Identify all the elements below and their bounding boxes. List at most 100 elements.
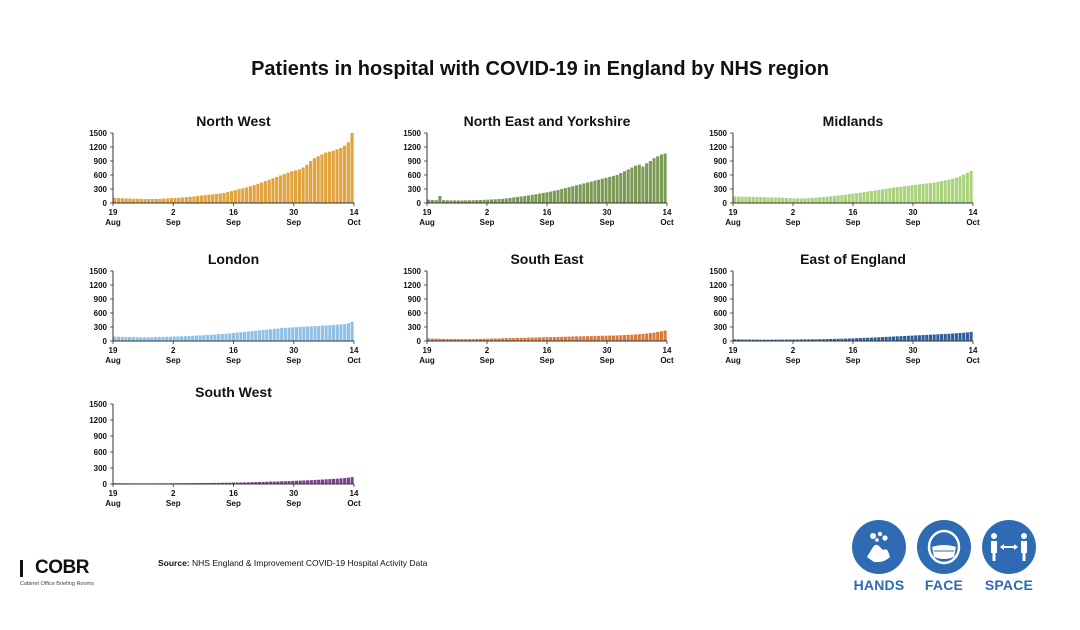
- bar: [825, 196, 829, 203]
- bar: [339, 478, 343, 484]
- bar: [781, 339, 785, 341]
- slogan-hands: HANDS: [850, 520, 908, 593]
- bar: [523, 196, 527, 203]
- bar: [622, 171, 627, 203]
- bar: [821, 339, 825, 341]
- bar: [116, 336, 121, 341]
- x-tick-month: Sep: [166, 499, 181, 508]
- x-tick-day: 30: [289, 489, 298, 498]
- bar: [766, 197, 770, 203]
- bar: [265, 481, 269, 484]
- bar: [869, 337, 873, 341]
- bar: [287, 327, 291, 341]
- bar: [268, 329, 273, 341]
- bar: [243, 482, 247, 484]
- bar: [541, 192, 545, 203]
- chart-panel: North West03006009001200150019Aug2Sep16S…: [89, 113, 361, 227]
- bar: [914, 184, 918, 203]
- x-tick-day: 14: [350, 489, 359, 498]
- x-tick-month: Sep: [166, 356, 181, 365]
- bar: [128, 336, 132, 341]
- y-tick-label: 1500: [89, 129, 107, 138]
- bar: [884, 188, 888, 203]
- bar: [508, 197, 512, 203]
- bar: [169, 198, 173, 203]
- bar: [799, 339, 803, 341]
- bar: [932, 334, 936, 341]
- bar: [331, 150, 335, 203]
- bar: [302, 480, 306, 484]
- x-tick-day: 19: [423, 208, 432, 217]
- bar: [438, 338, 442, 341]
- bar: [560, 336, 564, 341]
- bar: [844, 338, 848, 341]
- y-tick-label: 0: [103, 199, 108, 208]
- bar: [951, 333, 955, 341]
- bar: [213, 334, 217, 341]
- bar: [475, 338, 479, 341]
- x-tick-month: Sep: [846, 218, 861, 227]
- bar: [263, 181, 268, 203]
- bar: [290, 171, 294, 203]
- bar: [254, 482, 258, 484]
- bar: [162, 198, 166, 203]
- bar: [154, 198, 158, 203]
- x-tick-month: Aug: [105, 356, 121, 365]
- x-tick-month: Sep: [540, 218, 555, 227]
- bar: [962, 174, 966, 203]
- bar: [792, 339, 796, 341]
- bar: [493, 199, 497, 203]
- y-tick-label: 600: [408, 309, 422, 318]
- bar: [615, 175, 619, 203]
- bar: [309, 161, 313, 203]
- bar: [235, 482, 239, 484]
- bar: [740, 196, 744, 203]
- bar: [969, 331, 973, 341]
- y-tick-label: 1500: [89, 400, 107, 409]
- bar: [762, 197, 766, 203]
- bar: [147, 199, 151, 203]
- x-tick-day: 14: [350, 208, 359, 217]
- bar: [541, 337, 545, 341]
- bar: [652, 158, 656, 203]
- bar: [324, 325, 328, 341]
- bar: [203, 195, 207, 203]
- y-tick-label: 0: [103, 337, 108, 346]
- y-tick-label: 0: [103, 480, 108, 489]
- x-tick-month: Oct: [347, 356, 361, 365]
- bar: [549, 191, 553, 203]
- bar: [342, 145, 347, 203]
- bar: [202, 335, 206, 341]
- x-tick-month: Oct: [660, 356, 674, 365]
- bar: [139, 198, 143, 203]
- bar: [261, 329, 265, 341]
- x-tick-month: Oct: [966, 218, 980, 227]
- bar: [851, 193, 855, 203]
- bar: [751, 339, 755, 341]
- bar: [626, 334, 630, 341]
- bar: [332, 324, 336, 341]
- source-label: Source:: [158, 558, 190, 568]
- bar: [759, 197, 763, 203]
- bar: [268, 481, 273, 484]
- chart-panel: London03006009001200150019Aug2Sep16Sep30…: [89, 251, 361, 365]
- bar: [777, 339, 781, 341]
- hands-washing-icon: [852, 520, 906, 574]
- bar: [276, 481, 280, 484]
- social-distance-icon: [982, 520, 1036, 574]
- x-tick-month: Oct: [347, 218, 361, 227]
- chart-panel: South West03006009001200150019Aug2Sep16S…: [89, 384, 361, 508]
- x-tick-month: Aug: [725, 356, 741, 365]
- bar: [604, 335, 608, 341]
- bar: [519, 196, 523, 203]
- bar: [733, 196, 737, 203]
- y-tick-label: 1500: [709, 129, 727, 138]
- bar: [493, 338, 497, 341]
- bar: [213, 482, 217, 484]
- bar: [866, 337, 870, 341]
- bar: [954, 177, 958, 203]
- bar: [224, 482, 228, 484]
- bar: [958, 332, 962, 341]
- bar: [914, 335, 918, 341]
- bar: [214, 193, 219, 203]
